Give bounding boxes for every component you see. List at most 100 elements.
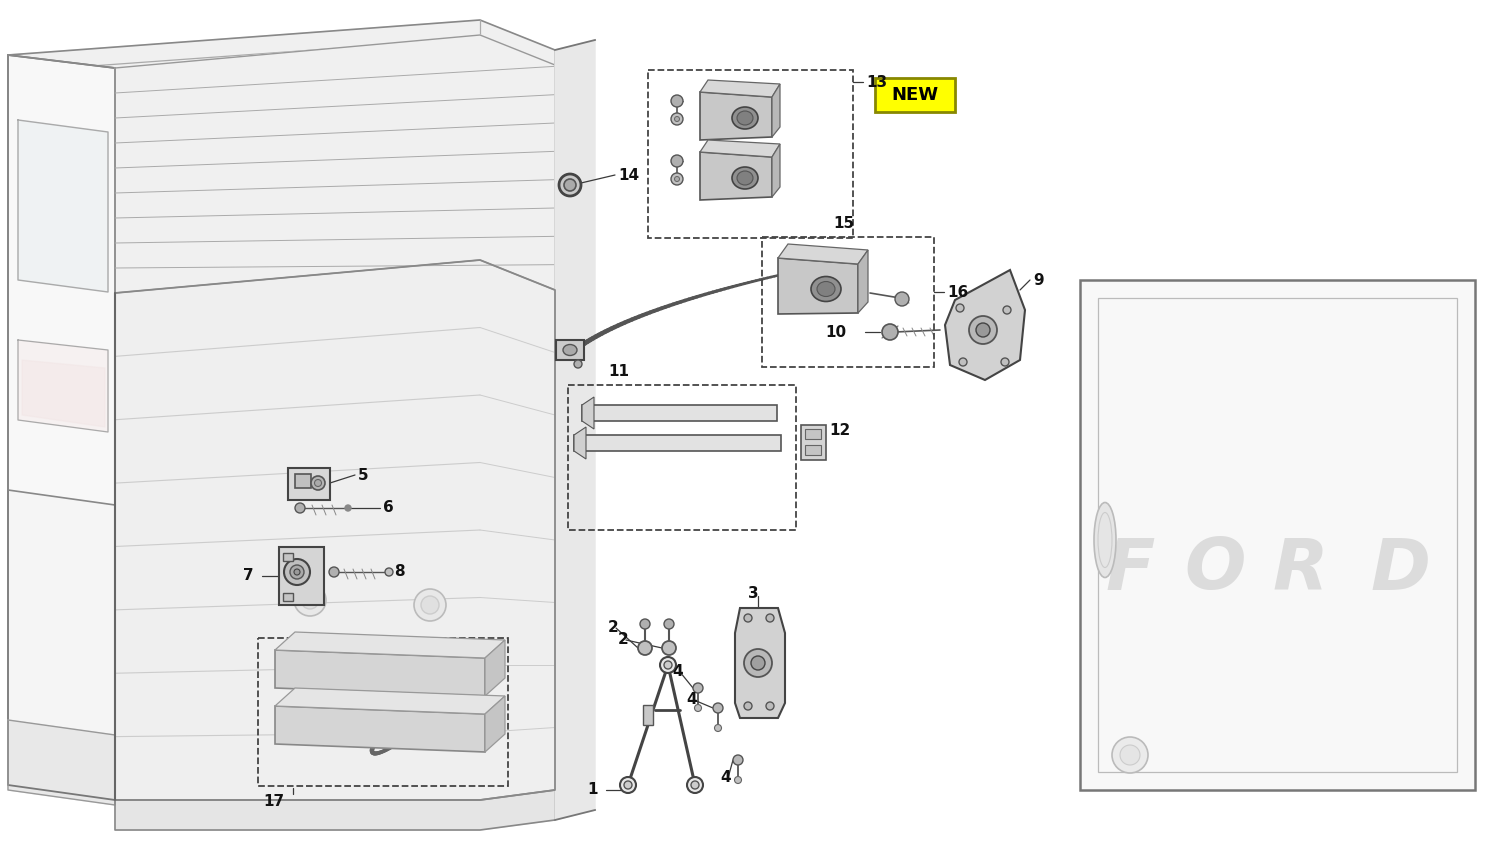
Circle shape	[294, 569, 300, 575]
Circle shape	[625, 781, 632, 789]
Bar	[804, 445, 821, 455]
Circle shape	[300, 711, 318, 729]
Ellipse shape	[810, 276, 841, 302]
Polygon shape	[23, 360, 106, 427]
Bar	[279, 547, 324, 605]
Text: 10: 10	[825, 325, 847, 339]
Polygon shape	[700, 152, 773, 200]
Text: R: R	[1272, 535, 1328, 604]
Polygon shape	[735, 608, 785, 718]
Polygon shape	[18, 120, 109, 292]
Polygon shape	[945, 270, 1025, 380]
Text: 2: 2	[608, 621, 619, 635]
Ellipse shape	[563, 345, 576, 356]
Circle shape	[346, 505, 352, 511]
Text: 1: 1	[587, 782, 598, 798]
Circle shape	[421, 711, 439, 729]
Bar	[567, 385, 797, 530]
Bar	[582, 405, 777, 421]
Text: 4: 4	[720, 770, 730, 786]
Polygon shape	[484, 640, 506, 696]
Polygon shape	[8, 20, 555, 100]
Circle shape	[744, 614, 751, 622]
Circle shape	[558, 174, 581, 196]
Circle shape	[672, 95, 684, 107]
Polygon shape	[484, 696, 506, 752]
Text: D: D	[1370, 535, 1431, 604]
Circle shape	[735, 776, 741, 783]
Circle shape	[421, 596, 439, 614]
Polygon shape	[115, 35, 555, 293]
Polygon shape	[859, 250, 868, 313]
Circle shape	[664, 619, 675, 629]
Circle shape	[694, 705, 702, 711]
Text: 9: 9	[1034, 273, 1044, 287]
Text: 4: 4	[687, 693, 697, 707]
Polygon shape	[275, 706, 484, 752]
Circle shape	[314, 480, 321, 486]
Text: F: F	[1105, 535, 1154, 604]
Circle shape	[714, 724, 721, 732]
Circle shape	[385, 568, 392, 576]
Text: 16: 16	[948, 285, 969, 299]
Bar	[1080, 280, 1474, 790]
Polygon shape	[779, 244, 868, 264]
Text: 15: 15	[833, 215, 854, 231]
Text: 12: 12	[828, 422, 850, 438]
Polygon shape	[8, 55, 115, 505]
Polygon shape	[275, 650, 484, 696]
Ellipse shape	[736, 171, 753, 185]
Circle shape	[413, 704, 447, 736]
Polygon shape	[555, 40, 595, 820]
Circle shape	[620, 777, 635, 793]
Bar	[258, 638, 509, 786]
Circle shape	[733, 755, 742, 765]
Bar	[284, 553, 293, 561]
Polygon shape	[573, 427, 585, 459]
Text: 4: 4	[672, 664, 682, 680]
Polygon shape	[275, 632, 506, 658]
Polygon shape	[8, 55, 115, 800]
Text: 8: 8	[394, 564, 404, 580]
Text: 13: 13	[866, 74, 887, 90]
Circle shape	[751, 656, 765, 670]
Ellipse shape	[732, 167, 758, 189]
Text: O: O	[1185, 535, 1246, 604]
Circle shape	[672, 113, 684, 125]
Circle shape	[672, 155, 684, 167]
Ellipse shape	[1094, 503, 1117, 577]
Text: 2: 2	[619, 633, 629, 647]
Circle shape	[294, 704, 326, 736]
Circle shape	[744, 702, 751, 710]
Bar	[284, 593, 293, 601]
Circle shape	[744, 649, 773, 677]
Circle shape	[960, 358, 967, 366]
Circle shape	[693, 683, 703, 693]
Ellipse shape	[736, 111, 753, 125]
Text: 5: 5	[358, 468, 368, 482]
Text: 11: 11	[608, 363, 629, 379]
Polygon shape	[8, 720, 115, 805]
Polygon shape	[115, 790, 555, 830]
Bar	[288, 468, 330, 500]
Circle shape	[294, 584, 326, 616]
Bar	[573, 435, 782, 451]
Circle shape	[895, 292, 908, 306]
Circle shape	[767, 614, 774, 622]
Circle shape	[691, 781, 699, 789]
Circle shape	[687, 777, 703, 793]
Polygon shape	[773, 144, 780, 197]
Text: 14: 14	[619, 168, 640, 182]
Circle shape	[290, 565, 303, 579]
Polygon shape	[700, 92, 773, 140]
Circle shape	[573, 360, 582, 368]
Circle shape	[1003, 306, 1011, 314]
Polygon shape	[643, 705, 653, 725]
Circle shape	[675, 116, 679, 121]
Bar	[875, 78, 955, 112]
Circle shape	[662, 641, 676, 655]
Bar	[804, 429, 821, 439]
Text: NEW: NEW	[892, 86, 939, 104]
Circle shape	[672, 173, 684, 185]
Circle shape	[659, 657, 676, 673]
